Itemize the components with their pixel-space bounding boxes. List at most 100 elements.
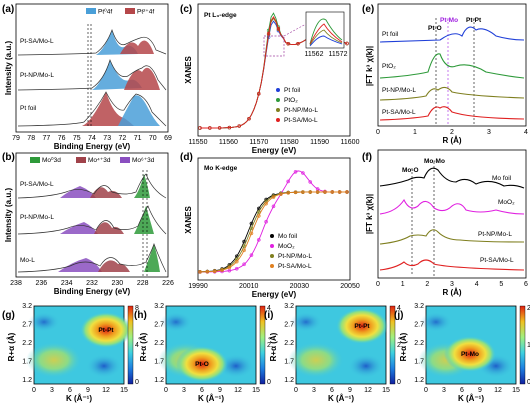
peak-label: Pt-Pt: [354, 323, 370, 330]
edge-title-d: Mo K-edge: [204, 165, 238, 172]
svg-text:228: 228: [137, 280, 149, 287]
x-axis-title-a: Binding Energy (eV): [54, 142, 131, 151]
x-axis-title: K (Å⁻¹): [66, 394, 92, 403]
xps-pt-sa: Pt-SA/Mo-L: [17, 28, 167, 56]
data-point: [337, 190, 342, 194]
data-point: [227, 268, 232, 273]
y-tick: 2.7: [22, 322, 32, 329]
x-tick: 12: [494, 387, 502, 394]
legend-pt2: Pt²⁺4f: [137, 9, 154, 16]
peak-label: Pt-Pt: [98, 327, 114, 334]
y-tick: 2.2: [284, 340, 294, 347]
svg-text:1: 1: [401, 281, 405, 288]
legend-swatch-pt2: [125, 8, 135, 14]
ft-pt-curves: Pt foil PtO₂ Pt-NP/Mo-L Pt-SA/Mo-L: [379, 26, 525, 121]
data-point: [198, 270, 202, 274]
sample-label: Pt-NP/Mo-L: [20, 72, 54, 79]
svg-text:MoO₂: MoO₂: [498, 199, 515, 206]
legend-swatch-mo0: [30, 157, 40, 163]
svg-text:232: 232: [86, 280, 98, 287]
svg-text:0: 0: [376, 281, 380, 288]
panel-label-h: (h): [134, 310, 147, 321]
data-point: [276, 26, 281, 31]
ft-mo-curves: Mo foil MoO₂ Pt-NP/Mo-L Pt-SA/Mo-L: [379, 167, 525, 271]
svg-text:4: 4: [475, 281, 479, 288]
svg-text:69: 69: [164, 135, 172, 142]
svg-text:11560: 11560: [219, 139, 238, 146]
x-tick: 9: [478, 387, 482, 394]
svg-text:11590: 11590: [310, 139, 329, 146]
svg-text:5: 5: [499, 281, 503, 288]
colorbar: [389, 305, 396, 385]
x-axis-title-d: Energy (eV): [252, 290, 297, 299]
panel-label-d: (d): [180, 152, 193, 163]
data-point: [323, 190, 327, 194]
marker-mo-o: Mo-O: [402, 167, 419, 174]
y-axis-title-e: |FT k³ χ(k)|: [365, 46, 374, 86]
y-tick: 3.2: [414, 303, 424, 310]
x-tick: 6: [200, 387, 204, 394]
svg-text:Mo foil: Mo foil: [278, 233, 298, 240]
colorbar-tick: 2: [397, 342, 401, 349]
panel-h: (h) Pt-O 4 2 0 0 3 6 9 12 15 3.2 2.7 2.2 1.7 1.2 K (Å⁻¹)…: [134, 303, 271, 403]
colorbar-tick: 4: [267, 305, 271, 312]
svg-text:Pt foil: Pt foil: [284, 87, 301, 94]
x-axis-title: K (Å⁻¹): [198, 394, 224, 403]
x-tick: 0: [164, 387, 168, 394]
hotspot: [444, 336, 496, 372]
svg-text:11562: 11562: [305, 51, 324, 58]
legend-pt0: Pt⁰4f: [98, 8, 112, 16]
x-axis-title: K (Å⁻¹): [458, 394, 484, 403]
series-Pt-SA/Mo-L: [198, 190, 349, 274]
data-point: [286, 179, 291, 184]
svg-text:Pt-SA/Mo-L: Pt-SA/Mo-L: [278, 263, 312, 270]
panel-label-j: (j): [394, 310, 403, 321]
svg-text:230: 230: [111, 280, 123, 287]
peak-label: Pt-O: [195, 361, 209, 368]
legend-mo4: Mo⁴⁺3d: [88, 157, 111, 164]
svg-text:PtO₂: PtO₂: [382, 63, 396, 70]
x-ticks-e: 0 1 2 3 4: [376, 129, 528, 136]
panel-a: (a) Pt⁰4f Pt²⁺4f Pt-SA/Mo-L Pt-NP/Mo-L P…: [2, 3, 172, 151]
panel-label-b: (b): [2, 152, 15, 163]
panel-label-g: (g): [2, 310, 15, 321]
y-tick: 2.2: [154, 340, 164, 347]
data-point: [249, 253, 254, 257]
svg-text:77: 77: [43, 135, 51, 142]
data-point: [293, 170, 298, 174]
y-tick: 2.7: [414, 322, 424, 329]
colorbar: [519, 305, 526, 385]
panel-b: (b) Mo⁰3d Mo⁴⁺3d Mo⁶⁺3d Pt-SA/Mo-L Pt-NP…: [2, 152, 174, 296]
panel-c: (c) Pt L₃-edge 11562 11572 Pt foil PtO₂ …: [180, 3, 360, 155]
svg-text:20010: 20010: [239, 283, 259, 290]
colorbar: [127, 305, 134, 385]
y-axis-title-f: |FT k³ χ(k)|: [365, 194, 374, 234]
svg-text:19990: 19990: [188, 283, 208, 290]
data-point: [227, 265, 232, 270]
x-axis-title-b: Binding Energy (eV): [54, 287, 131, 296]
svg-text:2: 2: [450, 129, 454, 136]
svg-text:Pt-SA/Mo-L: Pt-SA/Mo-L: [284, 117, 318, 124]
sample-label: Pt-NP/Mo-L: [20, 214, 54, 221]
colorbar-tick: 4: [397, 305, 401, 312]
hotspot: [336, 308, 388, 344]
x-ticks-a: 79 78 77 76 75 74 73 72 71 70 69: [12, 135, 172, 142]
panel-i: (i) Pt-Pt 4 2 0 0 3 6 9 12 15 3.2 2.7 2.2 1.7 1.2 K (Å⁻¹…: [264, 303, 401, 403]
svg-text:Pt-NP/Mo-L: Pt-NP/Mo-L: [284, 107, 318, 114]
panel-label-f: (f): [362, 152, 372, 163]
hotspot: [80, 312, 132, 348]
data-point: [237, 124, 241, 128]
data-point: [279, 192, 283, 196]
x-tick: 15: [120, 387, 128, 394]
data-point: [249, 231, 254, 236]
svg-text:76: 76: [58, 135, 66, 142]
panel-label-a: (a): [2, 4, 14, 15]
x-tick: 3: [50, 387, 54, 394]
x-tick: 12: [102, 387, 110, 394]
x-axis-title-c: Energy (eV): [252, 146, 297, 155]
edge-title-c: Pt L₃-edge: [204, 12, 237, 19]
xps-pt-foil: Pt foil: [17, 91, 167, 127]
y-tick: 1.7: [154, 359, 164, 366]
